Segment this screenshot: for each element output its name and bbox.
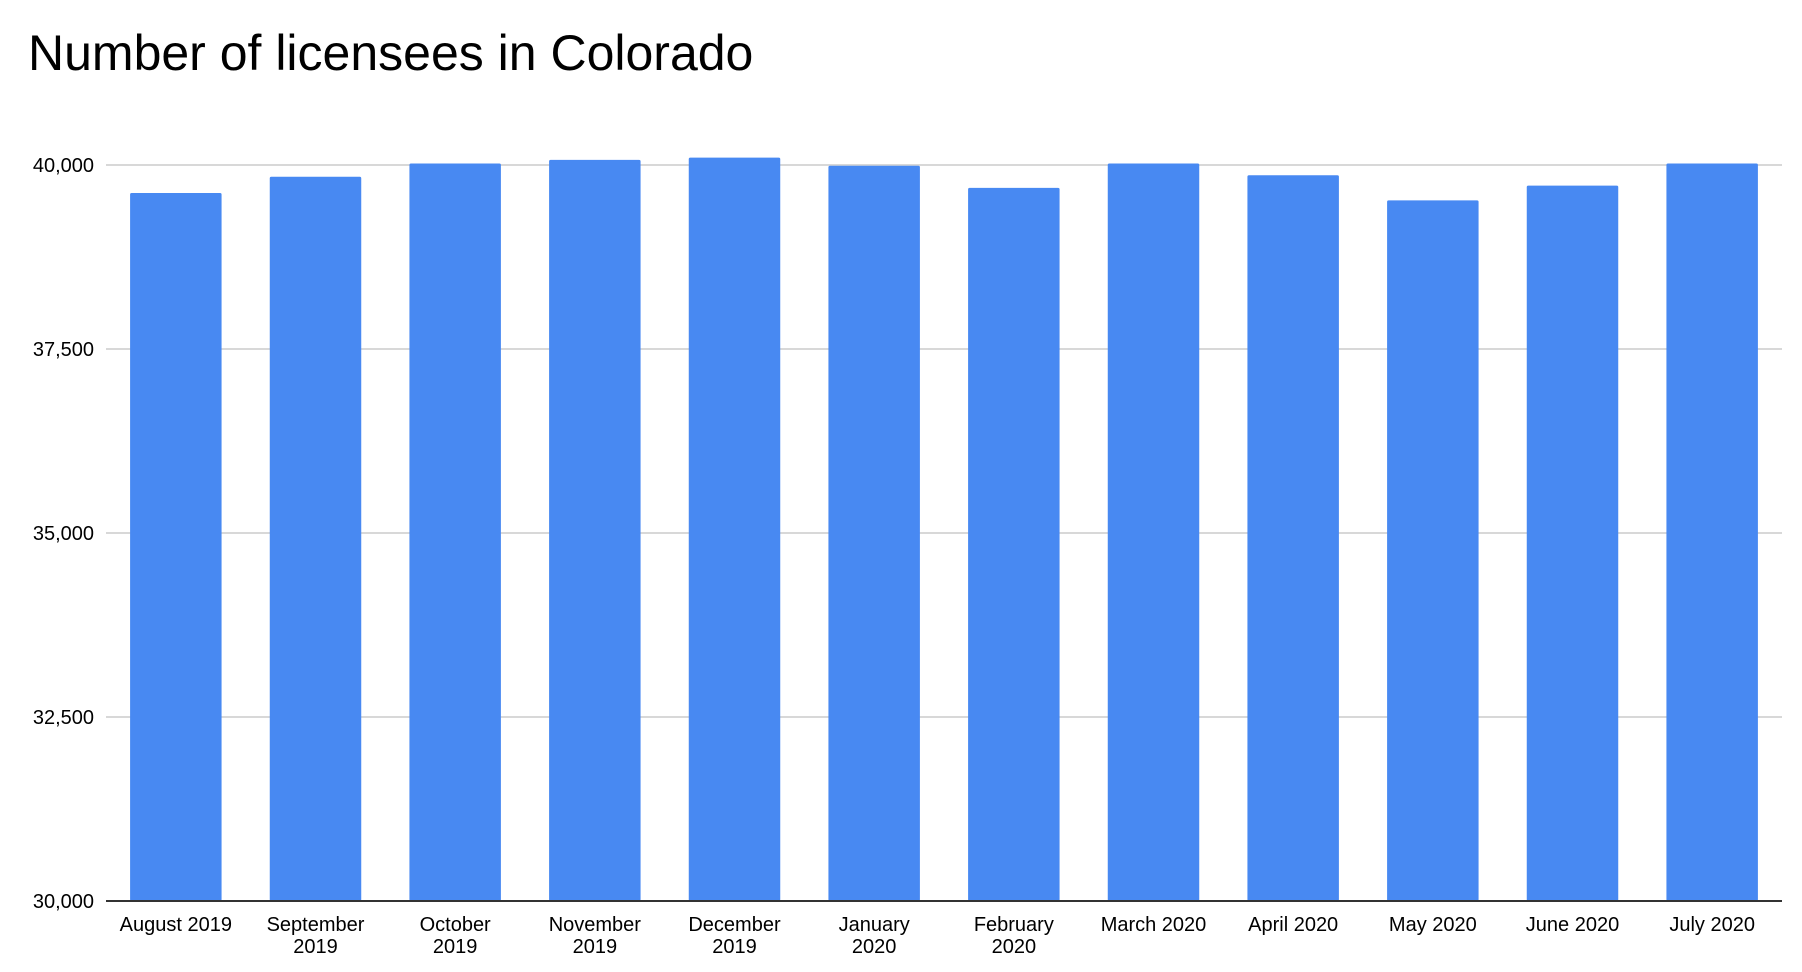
bar	[1107, 163, 1200, 901]
x-tick-label: November 2019	[549, 914, 642, 958]
bar	[688, 157, 781, 901]
y-tick-label: 37,500	[33, 339, 94, 361]
bar	[549, 159, 641, 901]
x-tick-label: August 2019	[120, 914, 232, 936]
x-tick-label: March 2020	[1101, 914, 1207, 936]
x-tick-label: July 2020	[1669, 914, 1755, 936]
bar	[828, 165, 920, 902]
chart-title: Number of licensees in Colorado	[28, 25, 754, 81]
y-tick-label: 40,000	[33, 155, 94, 177]
x-tick-label: September 2019	[267, 914, 365, 958]
x-tick-label: May 2020	[1389, 914, 1477, 936]
gridlines	[106, 164, 1782, 718]
x-tick-label: December 2019	[688, 914, 781, 958]
bar	[1526, 185, 1619, 901]
bar	[409, 163, 501, 901]
x-axis-ticks: August 2019 September 2019 October 2019 Novem…	[120, 914, 1755, 958]
bar	[1247, 175, 1339, 901]
bar	[1666, 163, 1758, 901]
bar	[269, 176, 362, 901]
bar	[1387, 200, 1479, 901]
x-tick-label: April 2020	[1248, 914, 1338, 936]
y-axis-ticks: 30,000 32,500 35,000 37,500 40,000	[33, 155, 94, 913]
x-tick-label: February 2020	[974, 914, 1054, 958]
y-tick-label: 32,500	[33, 707, 94, 729]
x-tick-label: October 2019	[420, 914, 491, 958]
x-tick-label: January 2020	[839, 914, 910, 958]
bar	[968, 187, 1060, 902]
y-tick-label: 35,000	[33, 523, 94, 545]
x-tick-label: June 2020	[1526, 914, 1619, 936]
bars	[130, 157, 1758, 902]
y-tick-label: 30,000	[33, 891, 94, 913]
bar	[130, 192, 222, 901]
